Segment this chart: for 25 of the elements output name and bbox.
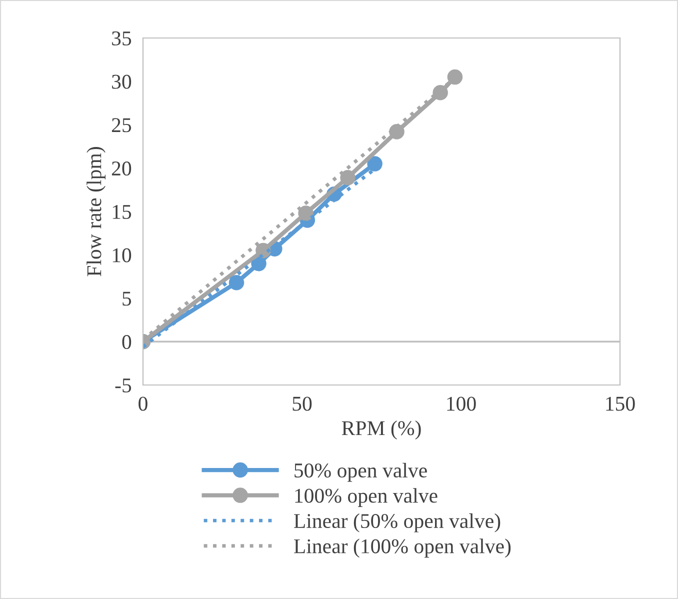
point — [298, 206, 314, 221]
y-tick-label: 25 — [112, 118, 132, 132]
legend-label: Linear (100% open valve) — [294, 538, 511, 558]
y-tick-label: 20 — [112, 162, 132, 176]
legend-label: 100% open valve — [295, 488, 438, 508]
x-tick-label: 150 — [606, 396, 635, 411]
y-axis-title: Flow rate (lpm) — [86, 147, 106, 276]
point — [340, 170, 356, 186]
y-tick-label: 0 — [122, 335, 132, 350]
y-tick-label: 5 — [122, 292, 132, 306]
point — [432, 85, 448, 100]
y-tick-label: 30 — [112, 74, 132, 89]
y-tick-label: 35 — [112, 31, 132, 46]
point — [447, 69, 463, 85]
y-tick-label: -5 — [115, 378, 132, 392]
point — [367, 156, 382, 172]
x-tick-label: 50 — [292, 396, 312, 411]
legend-label: Linear (50% open valve) — [294, 513, 500, 532]
legend-label: 50% open valve — [294, 462, 427, 482]
y-tick-label: 10 — [112, 248, 132, 262]
x-tick-label: 100 — [447, 396, 476, 411]
x-tick-label: 0 — [138, 396, 148, 411]
y-tick-label: 15 — [112, 204, 132, 219]
point — [228, 274, 244, 290]
x-axis-title: RPM (%) — [342, 420, 421, 440]
